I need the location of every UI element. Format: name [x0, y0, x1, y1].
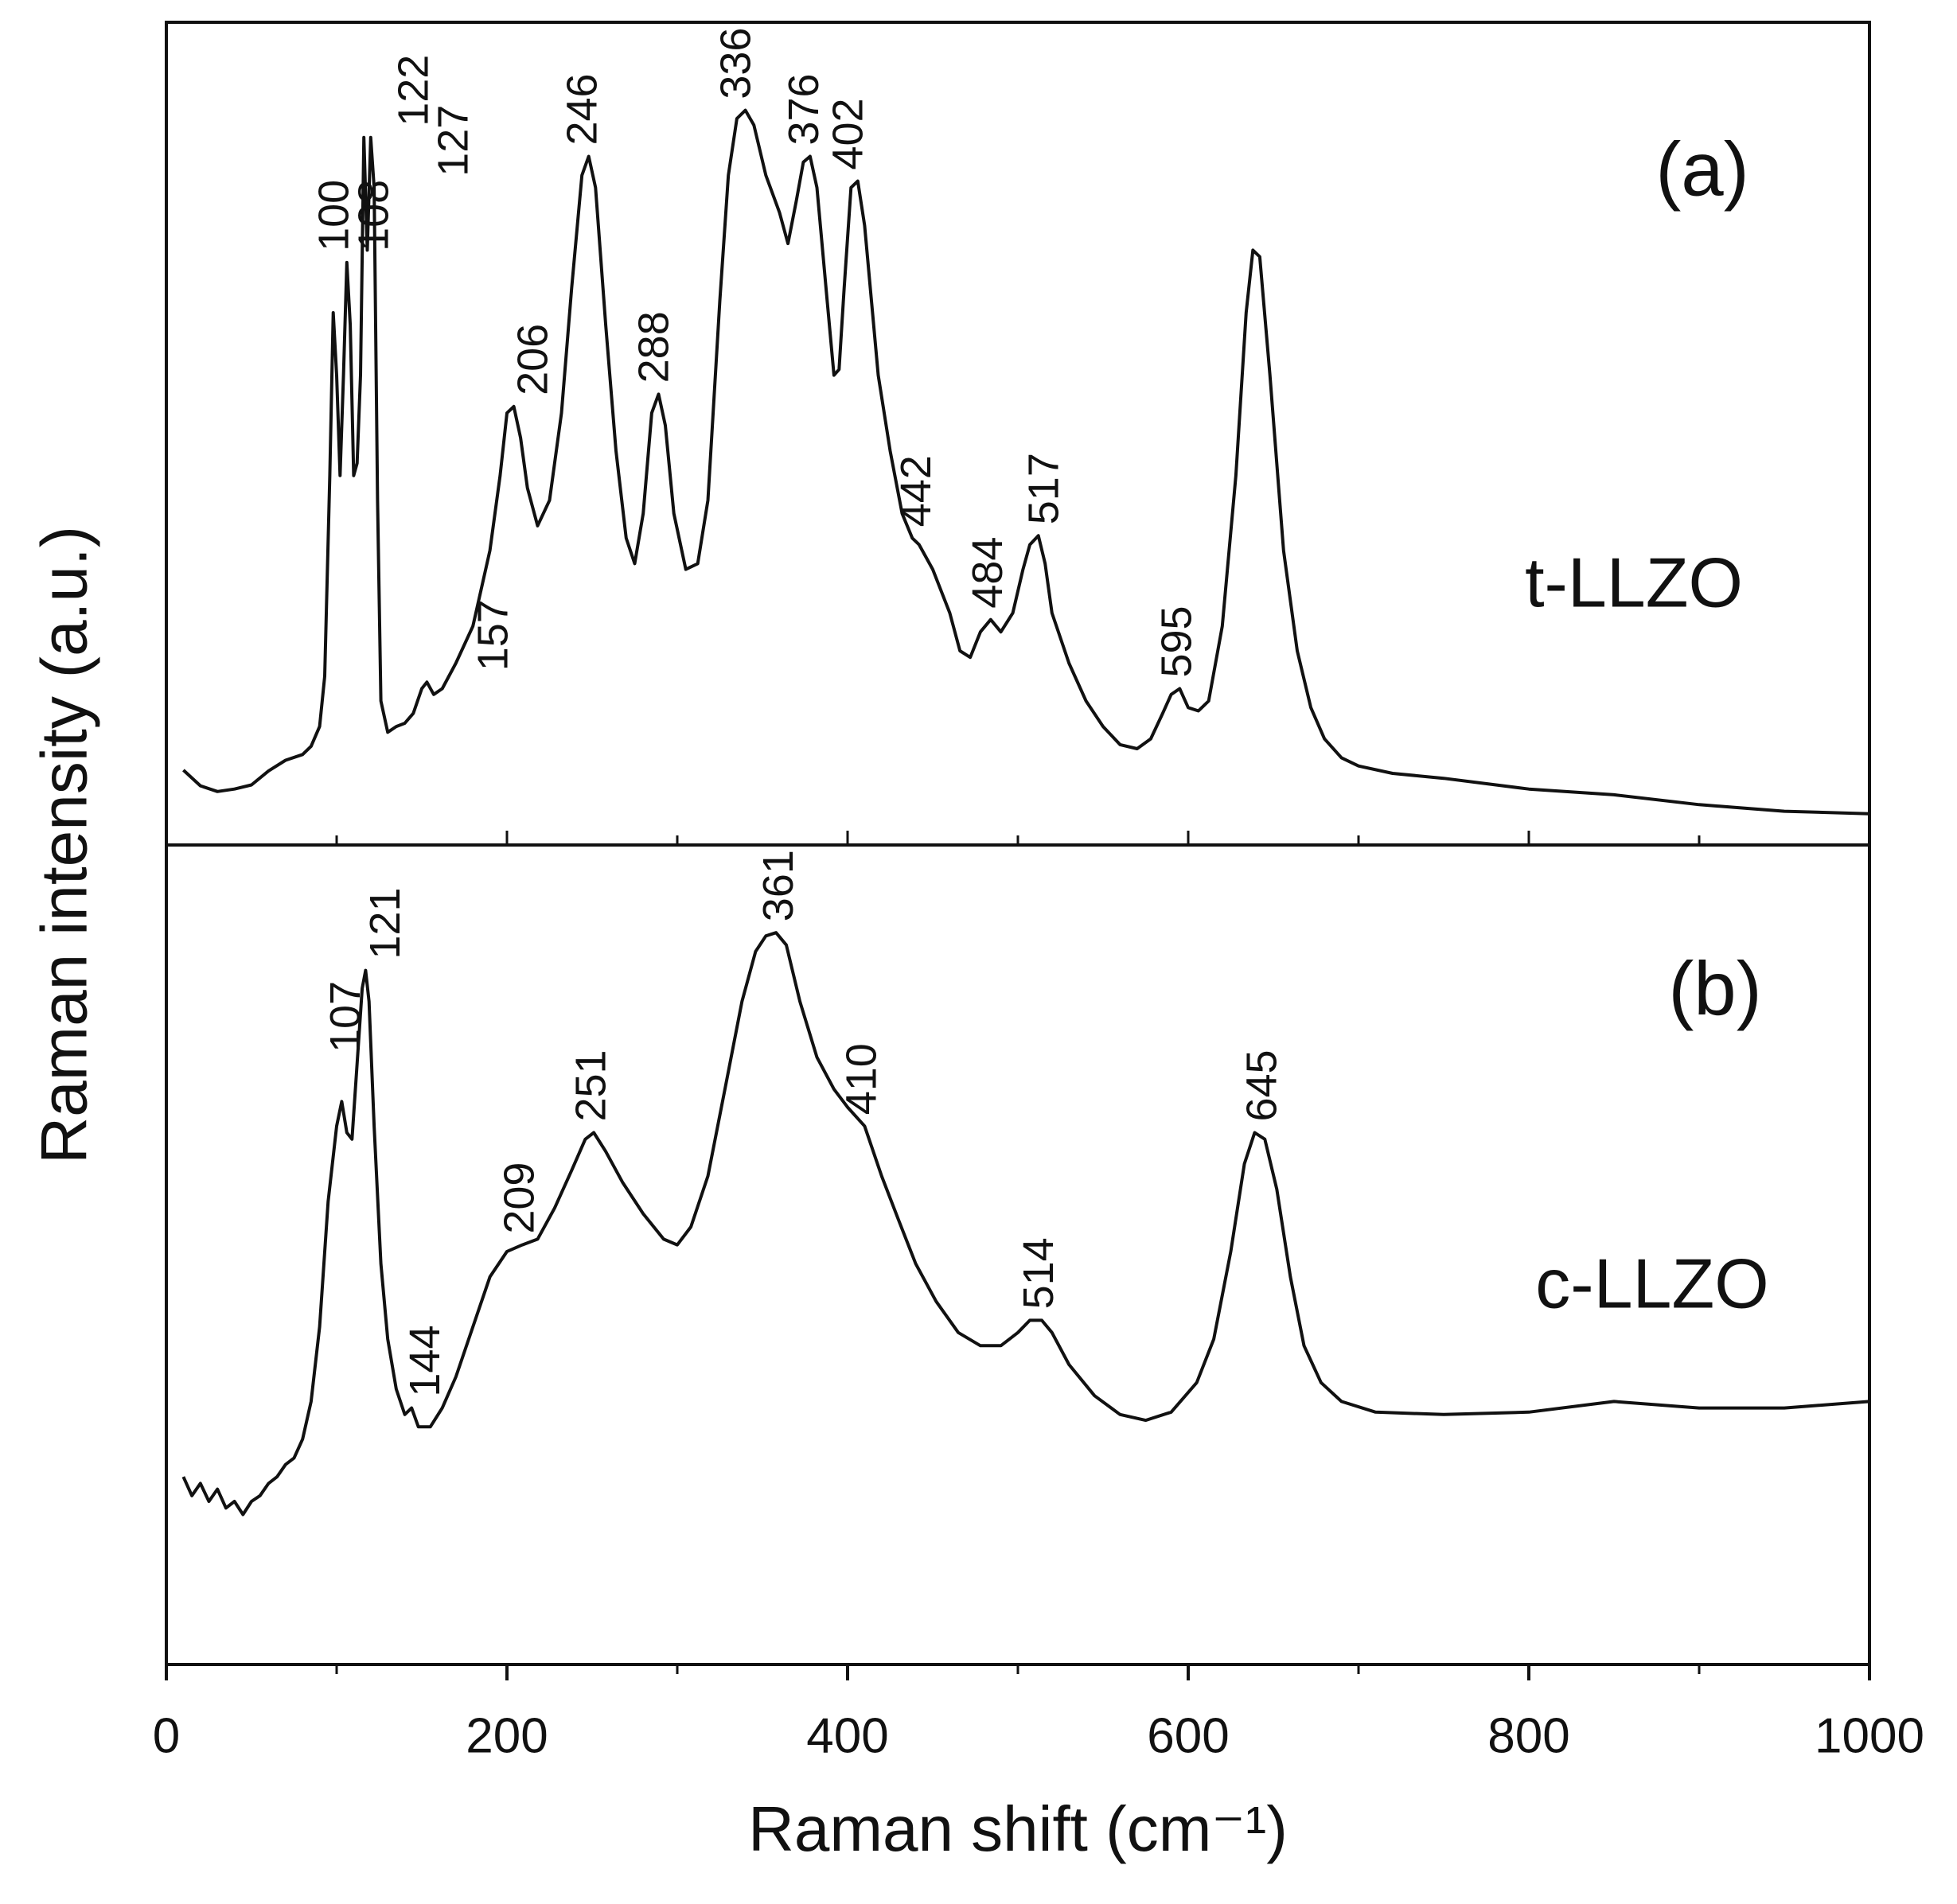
spectrum-line — [181, 931, 1870, 1517]
peak-label: 251 — [567, 1049, 614, 1121]
x-tick-label: 1000 — [1815, 1708, 1924, 1763]
peak-label: 402 — [825, 98, 872, 169]
peak-label: 157 — [469, 599, 517, 671]
x-tick-label: 0 — [153, 1708, 180, 1763]
peak-label: 442 — [892, 455, 940, 527]
x-tick-label: 200 — [466, 1708, 548, 1763]
peak-label: 595 — [1153, 605, 1201, 677]
peak-label: 645 — [1238, 1049, 1286, 1121]
peak-label: 108 — [349, 180, 397, 251]
series-label: t-LLZO — [1525, 543, 1743, 621]
peak-label: 514 — [1015, 1237, 1062, 1309]
peak-label: 206 — [509, 324, 556, 395]
x-tick-label: 600 — [1147, 1708, 1229, 1763]
peak-label: 122 — [389, 55, 437, 127]
panel-label: (a) — [1655, 127, 1748, 212]
peak-label: 336 — [711, 28, 759, 99]
peak-label: 100 — [310, 180, 357, 251]
peak-label: 484 — [964, 537, 1012, 609]
x-tick-label: 800 — [1487, 1708, 1569, 1763]
x-axis-label: Raman shift (cm⁻¹) — [748, 1793, 1288, 1864]
peak-label: 121 — [361, 887, 409, 959]
series-label: c-LLZO — [1535, 1244, 1768, 1322]
peak-label: 246 — [559, 73, 606, 145]
peak-label: 127 — [429, 105, 477, 177]
peak-label: 410 — [838, 1043, 886, 1115]
peak-label: 517 — [1020, 453, 1068, 524]
peak-label: 209 — [496, 1162, 544, 1234]
peak-label: 361 — [754, 850, 802, 921]
panel-label: (b) — [1668, 946, 1761, 1031]
peak-label: 144 — [401, 1326, 449, 1397]
peak-label: 107 — [322, 981, 369, 1053]
x-tick-label: 400 — [806, 1708, 888, 1763]
peak-label: 376 — [780, 73, 828, 145]
y-axis-label: Raman intensity (a.u.) — [29, 526, 101, 1164]
peak-label: 288 — [630, 311, 678, 383]
spectrum-line — [182, 108, 1870, 816]
